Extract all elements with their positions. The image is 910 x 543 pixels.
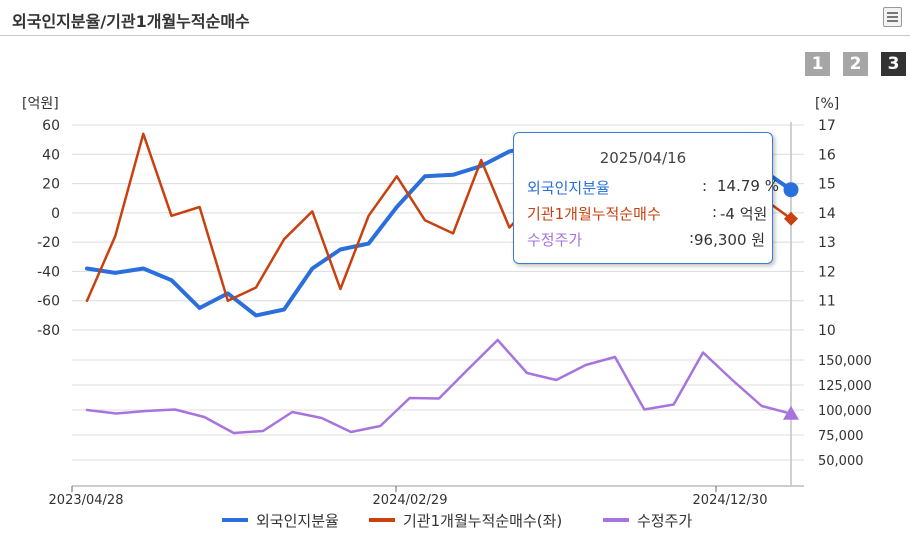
left-tick-label: 20: [42, 177, 60, 193]
price-tick-label: 125,000: [818, 379, 872, 394]
legend-label: 기관1개월누적순매수(좌): [403, 512, 563, 530]
tab-1[interactable]: 1: [805, 52, 830, 76]
right-tick-label: 15: [818, 177, 836, 193]
right-tick-label: 14: [818, 206, 836, 222]
right-tick-label: 17: [818, 118, 836, 134]
tooltip-label: 외국인지분율: [527, 179, 610, 197]
tooltip-sep: :: [712, 203, 718, 221]
legend-item-foreign[interactable]: 외국인지분율: [222, 510, 339, 531]
series-line: [85, 338, 793, 435]
left-tick-label: 40: [42, 147, 60, 163]
price-tick-label: 50,000: [818, 454, 864, 469]
legend-item-inst[interactable]: 기관1개월누적순매수(좌): [369, 510, 562, 531]
right-axis-label: [%]: [815, 96, 839, 112]
legend-swatch: [603, 517, 629, 522]
tooltip-sep: :: [689, 229, 695, 247]
tooltip-value: 96,300 원: [694, 231, 766, 249]
tab-3[interactable]: 3: [881, 52, 906, 76]
price-tick-label: 75,000: [818, 429, 864, 444]
x-tick-label: 2024/02/29: [373, 493, 448, 508]
right-tick-label: 12: [818, 264, 836, 280]
right-tick-label: 11: [818, 294, 836, 310]
tooltip-sep: :: [702, 177, 708, 195]
tab-2[interactable]: 2: [843, 52, 868, 76]
left-tick-label: -20: [37, 235, 60, 251]
legend-label: 외국인지분율: [256, 512, 339, 530]
left-tick-label: -80: [37, 323, 60, 339]
tooltip-label: 수정주가: [527, 231, 583, 249]
series-end-marker: [783, 405, 799, 420]
menu-icon[interactable]: [883, 7, 902, 27]
price-tick-label: 150,000: [818, 354, 872, 369]
left-tick-label: 60: [42, 118, 60, 134]
legend-item-price[interactable]: 수정주가: [603, 510, 692, 531]
right-tick-label: 10: [818, 323, 836, 339]
left-tick-label: -40: [37, 264, 60, 280]
tooltip-value: 14.79 %: [717, 177, 779, 195]
legend-swatch: [222, 517, 248, 522]
tooltip-label: 기관1개월누적순매수: [527, 205, 661, 223]
header: 외국인지분율/기관1개월누적순매수: [0, 0, 910, 36]
right-tick-label: 16: [818, 147, 836, 163]
left-axis-label: [억원]: [22, 96, 59, 112]
tooltip-value: -4 억원: [720, 205, 768, 223]
x-tick-label: 2024/12/30: [693, 493, 768, 508]
price-tick-label: 100,000: [818, 404, 872, 419]
series-end-marker: [784, 211, 798, 226]
legend-swatch: [369, 517, 395, 522]
left-tick-label: -60: [37, 294, 60, 310]
x-tick-label: 2023/04/28: [49, 493, 124, 508]
tooltip: 2025/04/16 외국인지분율 : 14.79 % 기관1개월누적순매수 :…: [513, 132, 779, 264]
page-title: 외국인지분율/기관1개월누적순매수: [12, 12, 250, 31]
left-tick-label: 0: [51, 206, 60, 222]
legend-label: 수정주가: [637, 512, 693, 530]
tooltip-date: 2025/04/16: [599, 149, 687, 167]
right-tick-label: 13: [818, 235, 836, 251]
series-end-marker: [783, 182, 799, 198]
